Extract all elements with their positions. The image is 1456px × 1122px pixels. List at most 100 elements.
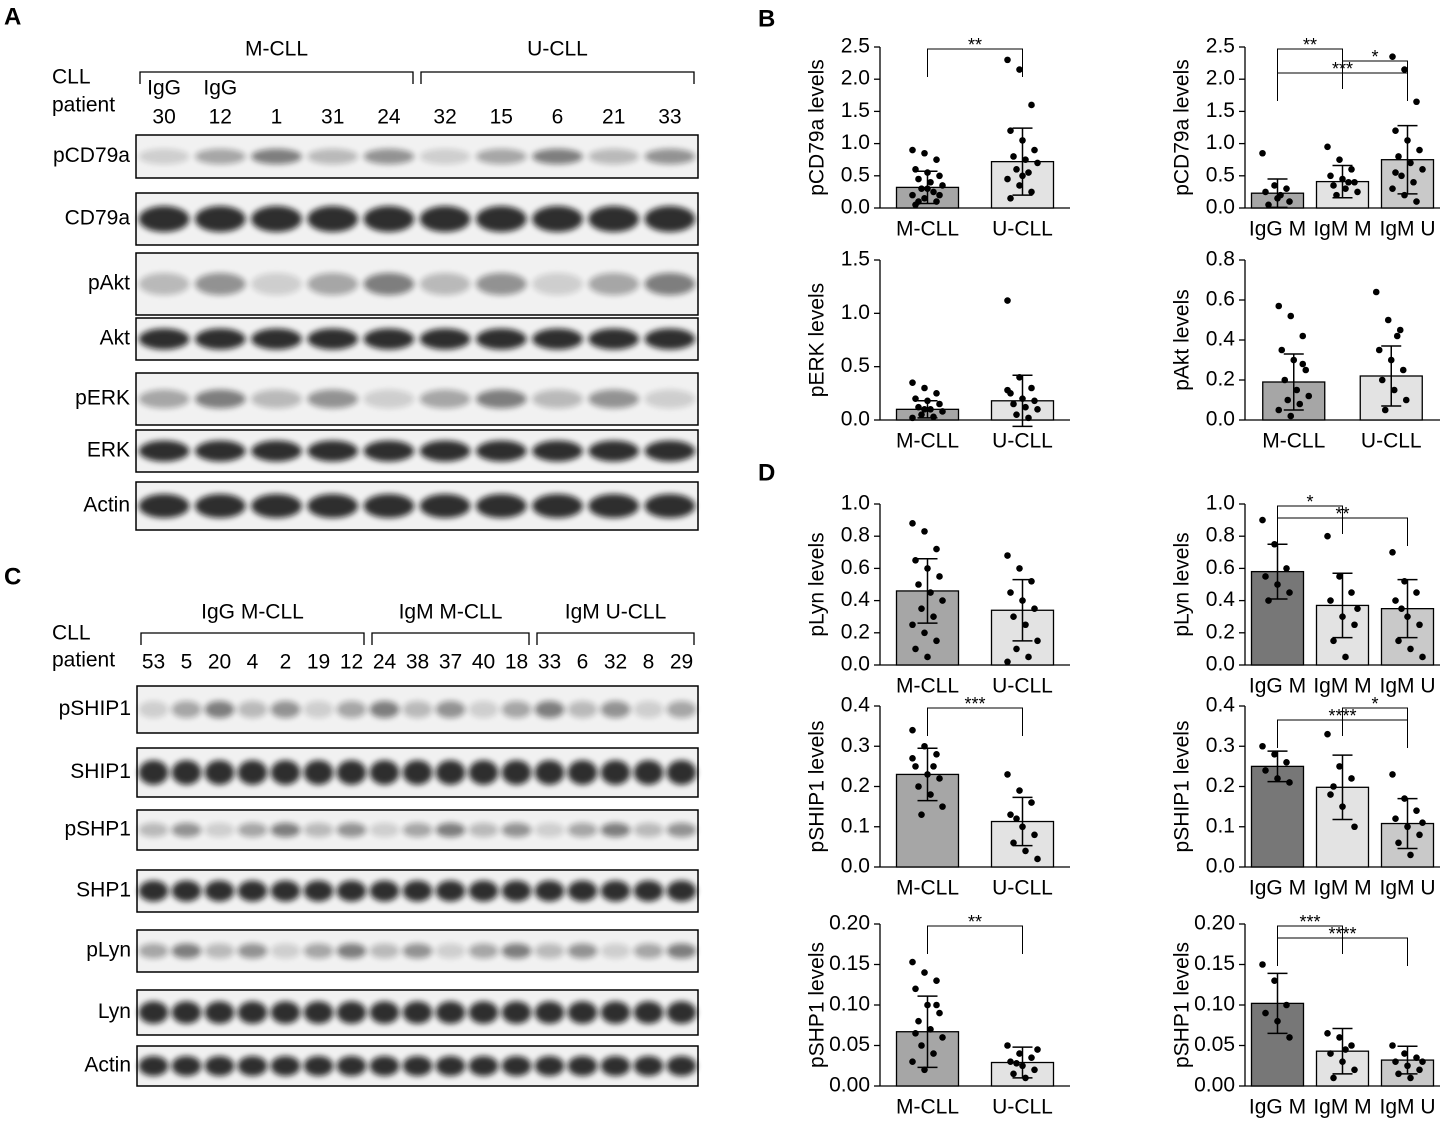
data-point [933,977,940,984]
lane-label: 40 [472,651,495,674]
data-point [1395,839,1402,847]
panel-label: A [4,3,21,30]
blot-band [251,494,302,518]
blot-band [501,701,532,718]
error-bar [1397,1045,1418,1075]
blot-band [476,206,527,232]
significance-label: **** [1328,706,1356,726]
blot-band [633,701,664,718]
error-bar [917,995,938,1069]
data-point [1381,406,1389,414]
data-point [1271,182,1278,189]
data-point [909,520,916,527]
data-point [1007,195,1014,202]
data-point [1286,779,1293,786]
error-bar [917,170,938,205]
isotype-label: IgG [147,77,181,100]
data-point [1010,613,1017,620]
data-point [1336,573,1343,580]
blot-band [369,943,400,959]
y-tick-label: 1.0 [841,492,870,515]
data-point [1416,1066,1423,1074]
blot-band [666,760,697,785]
data-point [939,408,946,415]
lane-label: 5 [181,651,193,674]
data-point [909,726,916,734]
y-axis-label: pERK levels [806,283,829,397]
y-tick-label: 0.00 [1194,1074,1235,1097]
blot-band [435,760,466,785]
y-tick-label: 0.1 [1206,814,1235,837]
blot-band [363,148,415,165]
lane-label: 6 [552,106,564,129]
data-point [1286,1034,1293,1041]
data-point [912,395,919,402]
data-point [1007,589,1014,596]
data-point [1004,386,1011,394]
blot-frame [136,989,699,1036]
x-tick-label: U-CLL [992,430,1053,453]
data-point [1336,156,1343,163]
blot-band [402,1056,433,1076]
blot-band [402,1001,433,1024]
blot-band [532,389,583,409]
data-point [1028,1054,1035,1061]
data-point [921,528,928,535]
blot-band [303,1001,334,1024]
data-point [1010,153,1017,160]
x-tick-label: U-CLL [992,218,1053,241]
data-point [1004,297,1011,304]
bar [1250,765,1305,868]
data-point [915,175,922,183]
lane-label: 1 [271,106,283,129]
lane-label: 6 [577,651,589,674]
data-point [921,969,928,976]
blot-band [270,943,301,959]
data-point [1022,156,1029,163]
lane-label: 33 [658,106,681,129]
blot-band [237,1056,268,1076]
data-point [1007,127,1014,135]
blot-band [600,822,631,838]
data-point [1259,961,1266,968]
data-point [1016,1050,1023,1057]
blot-band [138,943,169,959]
data-point [1025,169,1032,176]
x-tick-label: IgM M [1313,675,1371,698]
data-point [1348,775,1355,782]
x-tick-label: IgM M [1313,218,1371,241]
data-point [933,545,940,553]
data-point [1010,839,1017,847]
blot-band [270,701,301,718]
y-tick-label: 0.2 [841,620,870,643]
group-label: IgM M-CLL [399,601,503,624]
data-point [1299,360,1307,368]
y-tick-label: 0.2 [1206,368,1235,391]
data-point [927,791,934,798]
row-label: SHIP1 [70,760,131,783]
y-tick-label: 1.5 [841,99,870,122]
blot-band [303,701,334,718]
data-point [1342,185,1349,192]
blot-band [336,701,367,718]
data-point [1336,763,1343,770]
data-point [1007,1058,1014,1065]
data-point [939,597,946,604]
x-tick-label: IgM M [1313,877,1371,900]
data-point [912,557,919,564]
significance-label: *** [964,694,985,714]
blot-frame [135,429,699,473]
blot-band [588,206,639,232]
blot-band [476,494,527,518]
data-point [927,178,934,186]
blot-band [138,701,169,718]
data-point [1342,653,1349,661]
lane-label: 53 [142,651,165,674]
blot-band [237,760,268,785]
data-point [1302,366,1310,374]
blot-band [204,701,235,718]
row-label: pLyn [86,939,131,962]
blot-band [644,389,696,409]
data-point [933,1001,940,1009]
blot-band [588,440,639,462]
